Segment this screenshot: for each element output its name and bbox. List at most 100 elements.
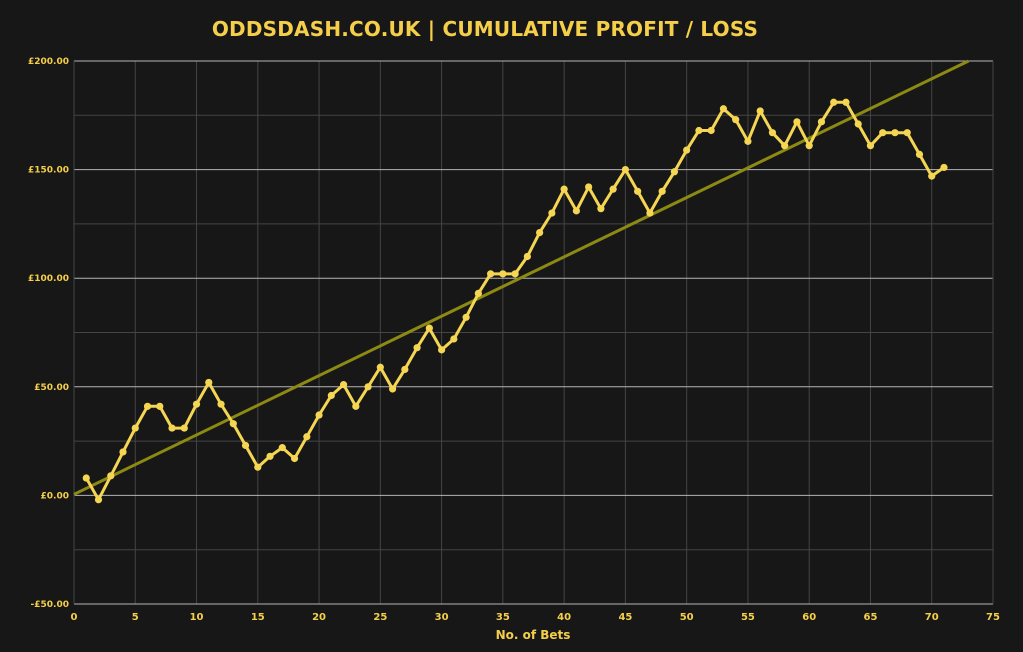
data-point[interactable] (241, 441, 250, 450)
data-point[interactable] (597, 205, 605, 213)
data-point[interactable] (817, 118, 826, 126)
y-tick-label: £50.00 (34, 383, 69, 393)
data-point[interactable] (756, 107, 764, 115)
data-point[interactable] (805, 142, 813, 150)
data-point[interactable] (474, 289, 482, 298)
data-point[interactable] (793, 118, 801, 126)
data-point[interactable] (572, 207, 580, 215)
data-point[interactable] (634, 187, 642, 195)
data-point[interactable] (217, 400, 225, 408)
data-point[interactable] (339, 381, 348, 389)
data-point[interactable] (499, 270, 507, 278)
data-point[interactable] (781, 142, 789, 150)
data-point[interactable] (585, 183, 593, 191)
data-point[interactable] (928, 172, 936, 180)
data-point[interactable] (462, 313, 470, 321)
x-tick-label: 35 (496, 612, 510, 623)
data-point[interactable] (830, 98, 838, 106)
axis-layer: -£50.00 £0.00 £50.00 £100.00 £150.00 £200.00 0… (28, 57, 1000, 623)
data-point[interactable] (376, 363, 384, 371)
data-point[interactable] (229, 420, 237, 428)
data-point[interactable] (548, 209, 556, 217)
data-point[interactable] (425, 324, 433, 332)
data-point[interactable] (82, 474, 90, 482)
data-point[interactable] (303, 433, 311, 441)
data-point[interactable] (646, 209, 654, 217)
x-tick-label: 15 (251, 612, 265, 623)
data-point[interactable] (940, 163, 948, 172)
x-tick-label: 60 (802, 612, 816, 623)
data-point[interactable] (732, 116, 740, 124)
data-point[interactable] (523, 252, 531, 261)
y-tick-label: -£50.00 (31, 600, 69, 610)
data-point[interactable] (450, 335, 458, 343)
data-point[interactable] (695, 126, 703, 135)
y-tick-label: £150.00 (28, 166, 69, 176)
data-point[interactable] (205, 378, 213, 387)
data-point[interactable] (278, 444, 286, 452)
y-tick-label: £100.00 (28, 274, 69, 284)
x-tick-label: 0 (71, 612, 78, 623)
data-point[interactable] (891, 129, 899, 137)
data-point[interactable] (315, 411, 323, 419)
data-point[interactable] (854, 120, 862, 128)
data-point[interactable] (266, 452, 274, 460)
data-point[interactable] (768, 129, 777, 137)
data-point[interactable] (903, 129, 911, 137)
data-point[interactable] (719, 105, 728, 113)
x-tick-label: 5 (132, 612, 139, 623)
x-tick-label: 25 (373, 612, 387, 623)
data-point[interactable] (658, 187, 666, 195)
data-point[interactable] (560, 185, 568, 193)
data-point[interactable] (609, 185, 617, 193)
x-tick-label: 70 (925, 612, 939, 623)
data-point[interactable] (364, 383, 372, 391)
data-point[interactable] (119, 448, 127, 456)
series-layer (82, 98, 948, 504)
data-point[interactable] (670, 168, 679, 176)
x-axis-label: No. of Bets (496, 628, 571, 642)
chart-title: ODDSDASH.CO.UK | CUMULATIVE PROFIT / LOS… (212, 17, 758, 41)
data-point[interactable] (94, 496, 103, 504)
x-tick-label: 40 (557, 612, 571, 623)
data-point[interactable] (352, 402, 360, 410)
x-tick-label: 55 (741, 612, 755, 623)
data-point[interactable] (327, 391, 335, 400)
data-point[interactable] (621, 166, 630, 174)
data-point[interactable] (192, 400, 201, 408)
y-tick-label: £200.00 (28, 57, 69, 67)
data-point[interactable] (131, 424, 139, 432)
x-tick-label: 50 (680, 612, 694, 623)
data-point[interactable] (744, 137, 752, 145)
data-point[interactable] (413, 344, 421, 352)
trend-line (73, 59, 970, 496)
data-point[interactable] (254, 463, 262, 471)
data-point[interactable] (180, 424, 188, 432)
data-point[interactable] (156, 402, 164, 410)
data-point[interactable] (107, 472, 115, 480)
y-tick-label: £0.00 (41, 491, 69, 501)
x-tick-label: 65 (864, 612, 878, 623)
data-point[interactable] (511, 270, 519, 278)
data-point[interactable] (401, 365, 409, 374)
data-point[interactable] (683, 146, 691, 154)
data-point[interactable] (707, 126, 715, 135)
data-point[interactable] (388, 385, 397, 393)
data-point[interactable] (866, 142, 875, 150)
data-point[interactable] (168, 424, 176, 432)
data-point[interactable] (143, 402, 152, 410)
x-tick-label: 20 (312, 612, 326, 623)
x-tick-label: 75 (986, 612, 1000, 623)
data-point[interactable] (536, 228, 544, 237)
data-point[interactable] (915, 150, 924, 158)
data-point[interactable] (290, 454, 299, 463)
data-point[interactable] (487, 270, 495, 278)
x-tick-label: 45 (618, 612, 632, 623)
data-point[interactable] (879, 129, 887, 137)
data-point[interactable] (842, 98, 850, 106)
data-point[interactable] (438, 346, 446, 354)
x-tick-label: 10 (190, 612, 204, 623)
